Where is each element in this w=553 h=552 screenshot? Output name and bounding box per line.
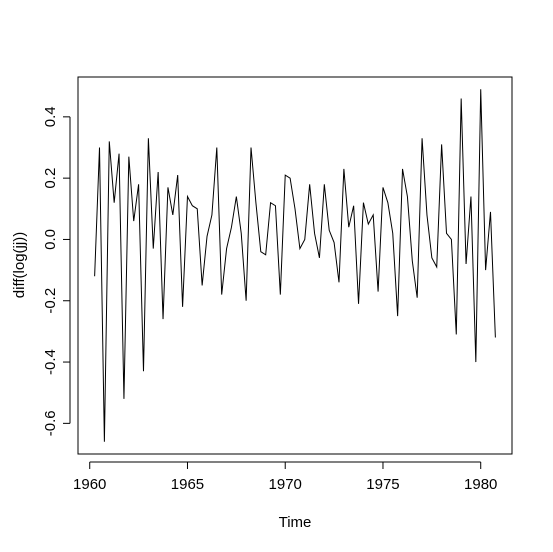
x-tick-label: 1960 xyxy=(73,476,106,493)
y-tick-label: -0.2 xyxy=(42,288,59,314)
y-tick-label: 0.4 xyxy=(42,106,59,127)
y-tick-label: 0.2 xyxy=(42,168,59,189)
x-tick-label: 1975 xyxy=(366,476,399,493)
y-tick-label: 0.0 xyxy=(42,229,59,250)
x-tick-label: 1965 xyxy=(171,476,204,493)
x-tick-label: 1970 xyxy=(269,476,302,493)
y-tick-label: -0.4 xyxy=(42,349,59,375)
x-axis-title: Time xyxy=(279,514,312,531)
x-tick-label: 1980 xyxy=(464,476,497,493)
y-tick-label: -0.6 xyxy=(42,410,59,436)
y-axis-title: diff(log(jj)) xyxy=(11,232,28,298)
plot-frame xyxy=(77,76,513,455)
y-axis: -0.6 -0.4 -0.2 0.0 0.2 0.4 xyxy=(42,106,71,436)
series-line xyxy=(94,89,496,442)
x-axis: 1960 1965 1970 1975 1980 xyxy=(73,461,497,493)
